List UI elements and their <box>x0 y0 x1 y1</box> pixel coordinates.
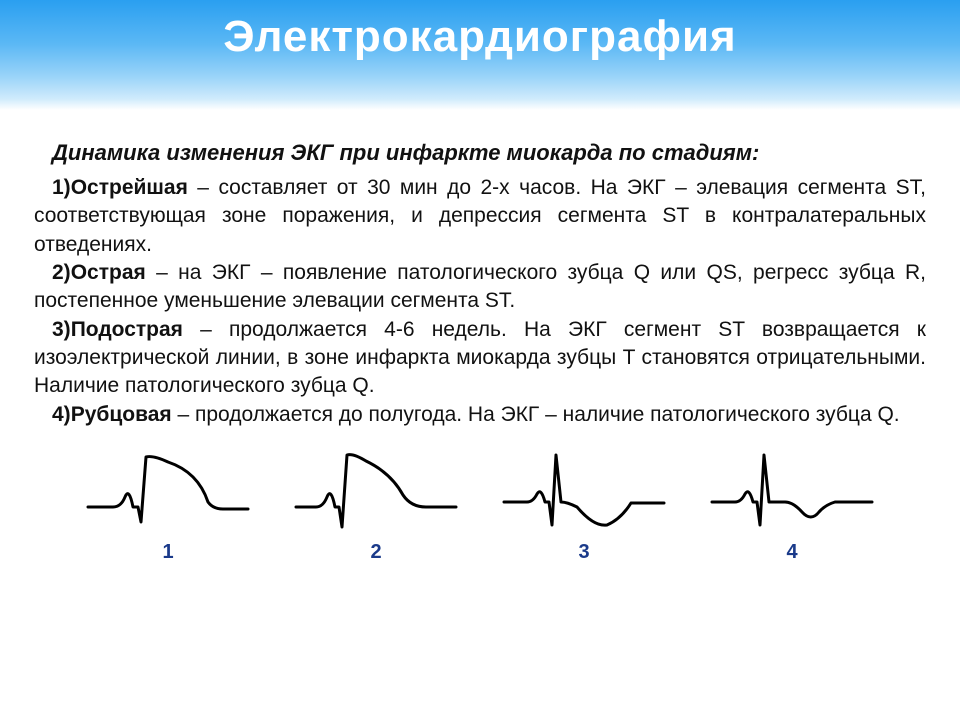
stage-2-para: 2)Острая – на ЭКГ – появление патологиче… <box>34 259 926 316</box>
stage-2-text: – на ЭКГ – появление патологического зуб… <box>34 261 926 312</box>
ecg-label-1: 1 <box>83 541 253 564</box>
ecg-label-3: 3 <box>499 541 669 564</box>
stage-2-name: Острая <box>71 261 146 284</box>
ecg-path-4 <box>712 455 872 525</box>
stage-1-name: Острейшая <box>71 176 188 199</box>
ecg-wave-2-icon <box>291 447 461 537</box>
slide-content: Динамика изменения ЭКГ при инфаркте миок… <box>0 110 960 564</box>
stage-1-para: 1)Острейшая – составляет от 30 мин до 2-… <box>34 174 926 259</box>
ecg-path-3 <box>504 455 664 525</box>
ecg-path-2 <box>296 455 456 527</box>
stage-3-para: 3)Подострая – продолжается 4-6 недель. Н… <box>34 316 926 401</box>
ecg-diagram-row: 1 2 3 4 <box>34 447 926 564</box>
ecg-wave-1-icon <box>83 447 253 537</box>
ecg-item-2: 2 <box>291 447 461 564</box>
ecg-path-1 <box>88 457 248 522</box>
ecg-item-3: 3 <box>499 447 669 564</box>
stage-1-num: 1) <box>52 176 71 199</box>
stage-4-para: 4)Рубцовая – продолжается до полугода. Н… <box>34 401 926 429</box>
slide-header: Электрокардиография <box>0 0 960 110</box>
content-subtitle: Динамика изменения ЭКГ при инфаркте миок… <box>34 140 926 166</box>
ecg-label-2: 2 <box>291 541 461 564</box>
stage-3-num: 3) <box>52 318 71 341</box>
ecg-item-4: 4 <box>707 447 877 564</box>
stage-4-num: 4) <box>52 403 71 426</box>
ecg-wave-3-icon <box>499 447 669 537</box>
stage-4-text: – продолжается до полугода. На ЭКГ – нал… <box>172 403 900 426</box>
ecg-wave-4-icon <box>707 447 877 537</box>
stage-4-name: Рубцовая <box>71 403 172 426</box>
ecg-label-4: 4 <box>707 541 877 564</box>
stage-3-name: Подострая <box>71 318 183 341</box>
ecg-item-1: 1 <box>83 447 253 564</box>
slide-title: Электрокардиография <box>0 12 960 62</box>
stage-2-num: 2) <box>52 261 71 284</box>
